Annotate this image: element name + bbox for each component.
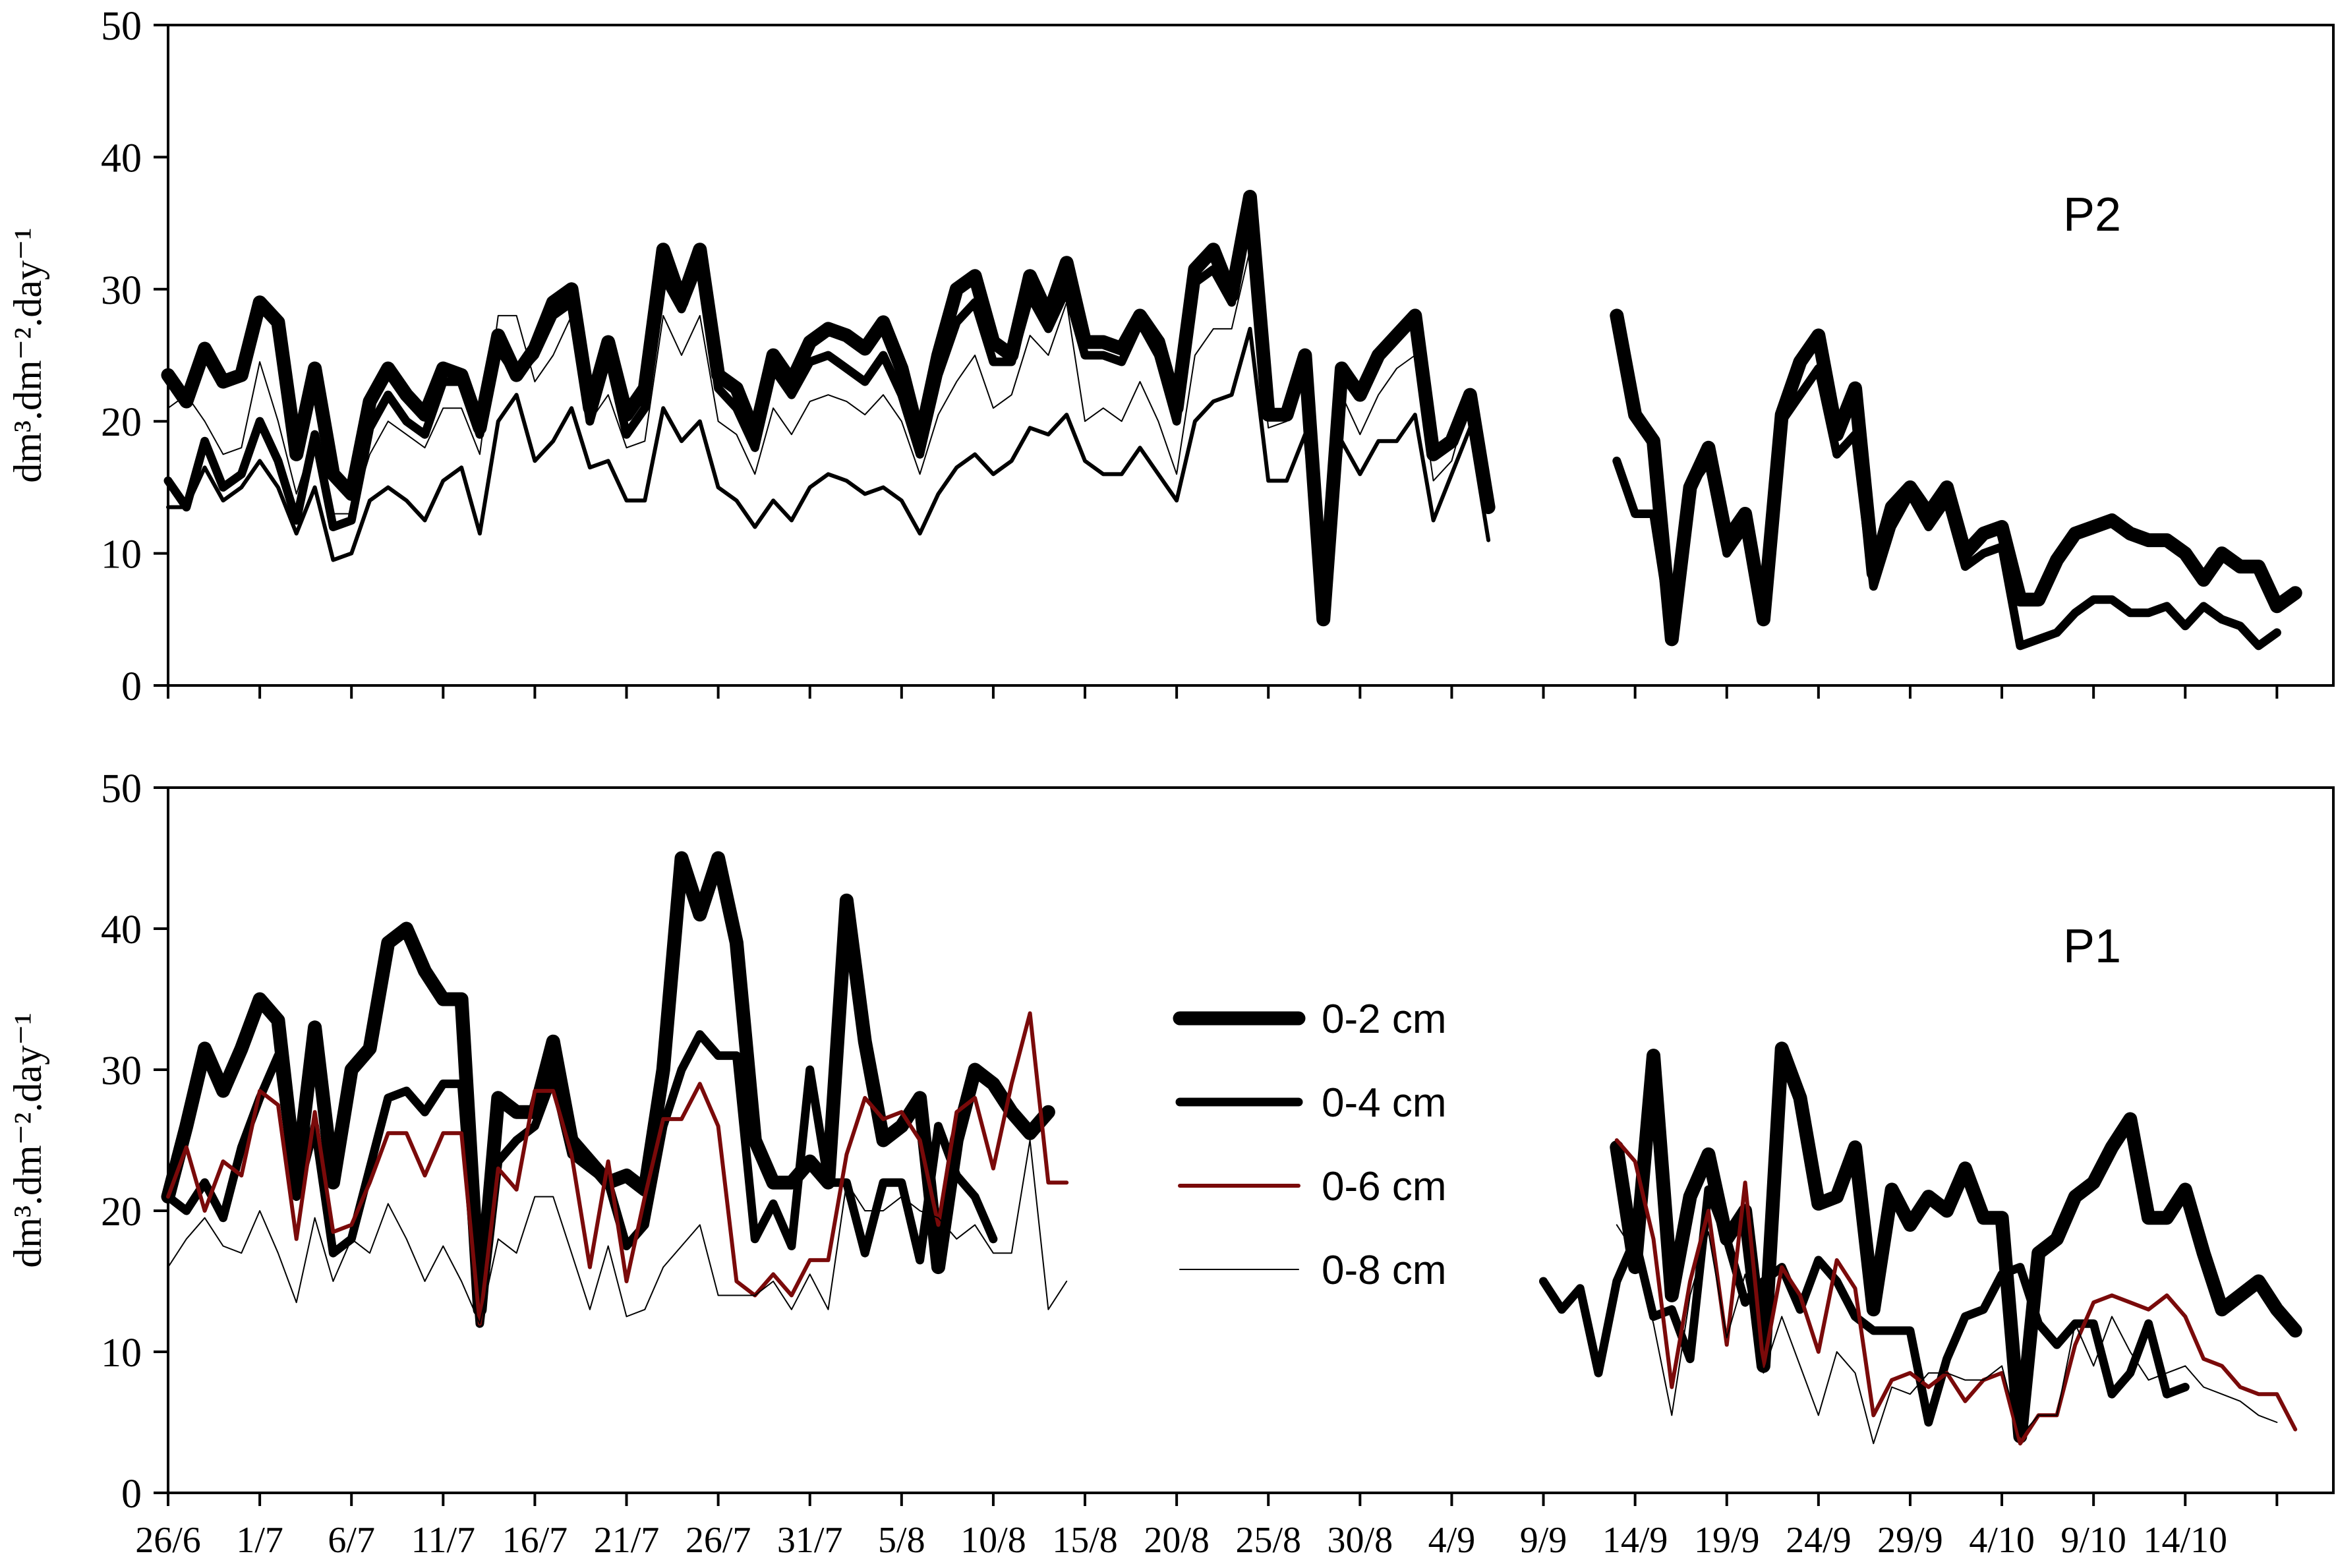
y-tick-label: 10 xyxy=(101,1331,142,1376)
x-tick-label: 30/8 xyxy=(1328,1520,1393,1561)
y-tick-label: 30 xyxy=(101,268,142,313)
y-tick-label: 0 xyxy=(121,664,142,709)
x-tick-label: 1/7 xyxy=(236,1520,283,1561)
y-tick-label: 20 xyxy=(101,400,142,445)
x-tick-label: 4/9 xyxy=(1428,1520,1476,1561)
panel-p1: 0 10 20 30 40 50 26/6 1/7 6/7 11/7 16/7 21/7 26/7 31/… xyxy=(6,767,2335,1561)
x-tick-label: 21/7 xyxy=(594,1520,660,1561)
y-tick-label: 20 xyxy=(101,1190,142,1234)
x-tick-label: 19/9 xyxy=(1694,1520,1760,1561)
x-tick-label: 9/9 xyxy=(1520,1520,1567,1561)
y-tick-label: 40 xyxy=(101,136,142,181)
x-tick-label: 6/7 xyxy=(328,1520,375,1561)
x-tick-label: 25/8 xyxy=(1235,1520,1301,1561)
y-tick-label: 40 xyxy=(101,908,142,952)
panel-label: P2 xyxy=(2063,189,2121,241)
legend-label: 0-8 cm xyxy=(1322,1248,1446,1293)
x-tick-label: 16/7 xyxy=(502,1520,568,1561)
series-line-0-4-cm xyxy=(163,1030,2190,1427)
series-line-0-4-cm xyxy=(163,206,2281,651)
x-tick-label: 14/9 xyxy=(1602,1520,1668,1561)
legend-label: 0-2 cm xyxy=(1322,997,1446,1042)
plot-frame xyxy=(167,24,2335,687)
y-tick-label: 50 xyxy=(101,4,142,49)
y-tick-label: 0 xyxy=(121,1472,142,1517)
x-tick-label: 29/9 xyxy=(1877,1520,1943,1561)
plot-frame xyxy=(167,786,2335,1494)
panel-p2: 0 10 20 30 40 50 dm³.dm⁻².day⁻¹ P2 xyxy=(6,4,2335,709)
x-tick-label: 26/7 xyxy=(686,1520,751,1561)
x-tick-label: 26/6 xyxy=(135,1520,201,1561)
x-tick-label: 31/7 xyxy=(777,1520,843,1561)
x-tick-label: 11/7 xyxy=(411,1520,475,1561)
y-tick-label: 30 xyxy=(101,1049,142,1093)
series-line-0-2-cm xyxy=(161,851,2302,1443)
x-tick-label: 15/8 xyxy=(1052,1520,1118,1561)
x-tick-label: 4/10 xyxy=(1969,1520,2035,1561)
series-line-0-8-cm xyxy=(167,248,1490,607)
y-tick-label: 50 xyxy=(101,767,142,811)
y-axis-label: dm³.dm⁻².day⁻¹ xyxy=(6,227,49,482)
series-line-0-8-cm xyxy=(167,1140,2278,1445)
y-axis-label: dm³.dm⁻².day⁻¹ xyxy=(6,1012,49,1267)
x-tick-label: 5/8 xyxy=(878,1520,925,1561)
x-tick-label: 14/10 xyxy=(2143,1520,2227,1561)
legend-label: 0-4 cm xyxy=(1322,1080,1446,1126)
legend: 0-2 cm 0-4 cm 0-6 cm 0-8 cm xyxy=(1173,997,1446,1293)
x-tick-label: 10/8 xyxy=(960,1520,1026,1561)
series-line-0-6-cm xyxy=(166,326,1491,622)
series-line-0-6-cm xyxy=(166,1011,2298,1446)
x-tick-label: 9/10 xyxy=(2060,1520,2126,1561)
x-tick-label: 24/9 xyxy=(1786,1520,1852,1561)
legend-label: 0-6 cm xyxy=(1322,1164,1446,1209)
panel-label: P1 xyxy=(2063,920,2121,973)
x-tick-label: 20/8 xyxy=(1144,1520,1210,1561)
y-tick-label: 10 xyxy=(101,533,142,577)
